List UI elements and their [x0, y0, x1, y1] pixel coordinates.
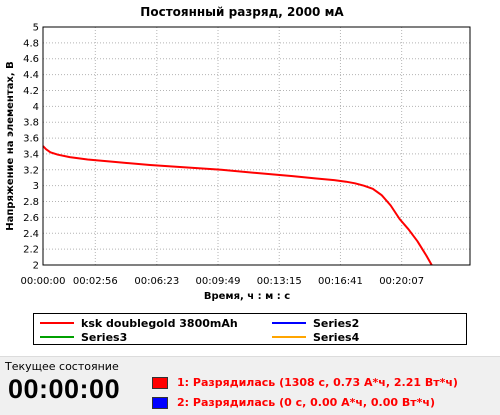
plot-area-border: [42, 26, 471, 266]
legend-item-series-4: Series4: [272, 330, 359, 344]
status-text-2: 2: Разрядилась (0 с, 0.00 А*ч, 0.00 Вт*ч…: [177, 396, 435, 409]
y-tick-label: 5: [33, 23, 39, 34]
legend-swatch-series-3: [40, 336, 74, 338]
chart-grid: [43, 27, 470, 265]
status-title: Текущее состояние: [5, 360, 119, 373]
status-swatch-1: [152, 376, 168, 389]
y-tick-label: 2.6: [23, 213, 39, 224]
legend-item-series-1: ksk doublegold 3800mAh: [40, 316, 238, 330]
y-tick-label: 2.8: [23, 197, 39, 208]
legend-label-series-1: ksk doublegold 3800mAh: [81, 316, 238, 330]
elapsed-timer: 00:00:00: [8, 374, 121, 404]
y-tick-label: 4.4: [23, 70, 39, 81]
x-tick-label: 00:06:23: [134, 276, 179, 287]
series-line-1: [42, 145, 433, 266]
x-tick-label: 00:09:49: [196, 276, 241, 287]
legend-item-series-2: Series2: [272, 316, 359, 330]
x-tick-label: 00:16:41: [318, 276, 363, 287]
x-axis-title: Время, ч : м : с: [204, 291, 290, 302]
chart-title: Постоянный разряд, 2000 мА: [140, 5, 344, 19]
status-text-1: 1: Разрядилась (1308 с, 0.73 А*ч, 2.21 В…: [177, 376, 458, 389]
y-axis-title: Напряжение на элементах, В: [5, 61, 16, 230]
y-tick-label: 4.6: [23, 54, 39, 65]
legend-label-series-3: Series3: [81, 330, 128, 344]
discharge-chart: Постоянный разряд, 2000 мА 2 2.2 2.4 2.6 2.8…: [5, 5, 471, 302]
status-panel: Текущее состояние 00:00:00 1: Разрядилас…: [0, 356, 500, 415]
y-tick-label: 3.6: [23, 134, 39, 145]
x-tick-label: 00:02:56: [73, 276, 118, 287]
chart-legend: ksk doublegold 3800mAh Series2 Series3 S…: [33, 313, 467, 345]
y-tick-label: 4.8: [23, 38, 39, 49]
status-row-1: 1: Разрядилась (1308 с, 0.73 А*ч, 2.21 В…: [152, 376, 458, 389]
legend-swatch-series-1: [40, 322, 74, 324]
status-row-2: 2: Разрядилась (0 с, 0.00 А*ч, 0.00 Вт*ч…: [152, 396, 435, 409]
legend-swatch-series-2: [272, 322, 306, 324]
legend-label-series-4: Series4: [313, 330, 360, 344]
y-tick-label: 3: [33, 181, 39, 192]
y-tick-label: 2.4: [23, 229, 39, 240]
y-tick-label: 3.4: [23, 149, 39, 160]
y-tick-label: 4: [33, 102, 39, 113]
chart-ticks: 2 2.2 2.4 2.6 2.8 3 3.2 3.4 3.6 3.8 4 4.2 4.4 4.6 4.8 5…: [21, 23, 425, 288]
x-tick-label: 00:20:07: [379, 276, 424, 287]
y-tick-label: 2: [33, 261, 39, 272]
y-tick-label: 3.2: [23, 165, 39, 176]
legend-label-series-2: Series2: [313, 316, 360, 330]
chart-series: [42, 145, 433, 266]
y-tick-label: 2.2: [23, 245, 39, 256]
status-swatch-2: [152, 396, 168, 409]
x-tick-label: 00:00:00: [21, 276, 66, 287]
legend-item-series-3: Series3: [40, 330, 127, 344]
y-tick-label: 3.8: [23, 118, 39, 129]
x-tick-label: 00:13:15: [257, 276, 302, 287]
legend-swatch-series-4: [272, 336, 306, 338]
y-tick-label: 4.2: [23, 86, 39, 97]
